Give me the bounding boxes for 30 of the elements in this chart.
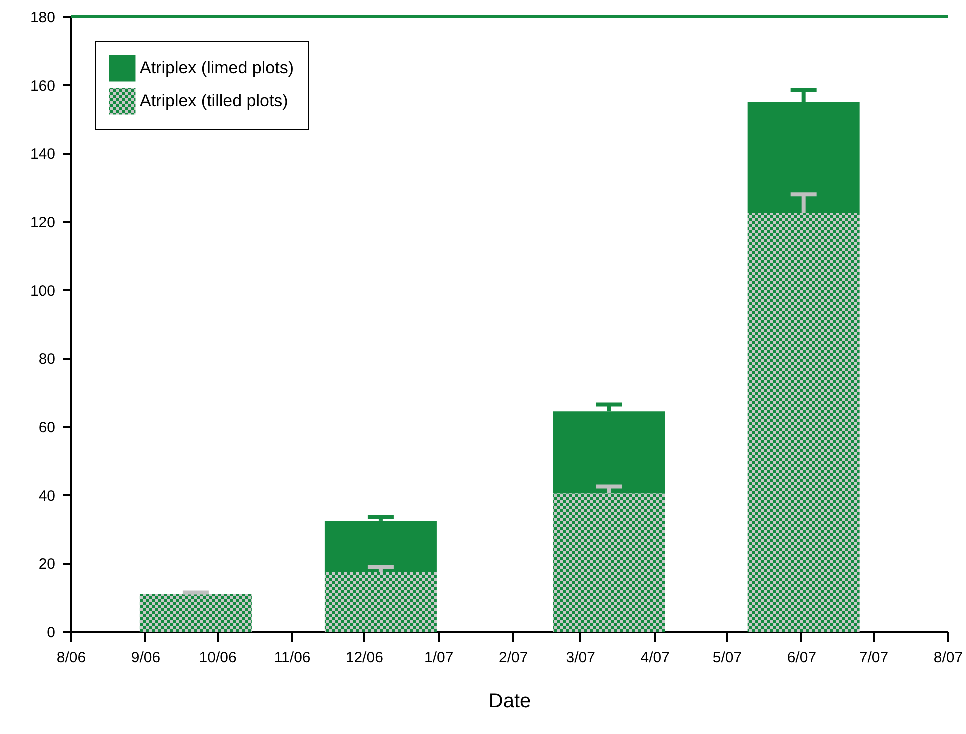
y-tick-label: 180 (30, 10, 56, 26)
x-axis-title: Date (488, 690, 532, 712)
y-tick-label: 60 (38, 420, 56, 436)
y-tick-label: 100 (30, 282, 56, 300)
x-tick-label: 9/06 (131, 650, 161, 666)
x-tick-label: 10/06 (199, 650, 237, 666)
y-tick-label: 80 (38, 351, 56, 368)
x-tick-label: 8/06 (56, 650, 86, 666)
bar (553, 494, 666, 632)
y-tick-label: 160 (30, 78, 56, 95)
x-tick-label: 5/07 (712, 650, 742, 666)
x-tick-label: 3/07 (566, 650, 596, 666)
x-tick-label: 4/07 (640, 650, 670, 666)
x-tick-label: 1/07 (424, 650, 454, 666)
x-tick-label: 8/07 (934, 650, 964, 666)
legend-label: Atriplex (limed plots) (140, 58, 294, 78)
y-tick-label: 0 (47, 624, 56, 642)
x-tick-label: 12/06 (346, 650, 384, 666)
bar (140, 594, 252, 632)
bar (748, 213, 860, 632)
y-tick-label: 120 (30, 214, 56, 232)
x-tick-label: 7/07 (859, 650, 889, 666)
x-tick-label: 6/07 (787, 650, 817, 666)
bar (324, 572, 437, 632)
x-tick-label: 2/07 (499, 650, 528, 666)
y-tick-label: 20 (38, 556, 56, 574)
legend-label: Atriplex (tilled plots) (140, 92, 288, 110)
y-tick-label: 140 (30, 146, 56, 164)
y-tick-label: 40 (38, 488, 56, 505)
x-tick-label: 11/06 (274, 650, 311, 666)
